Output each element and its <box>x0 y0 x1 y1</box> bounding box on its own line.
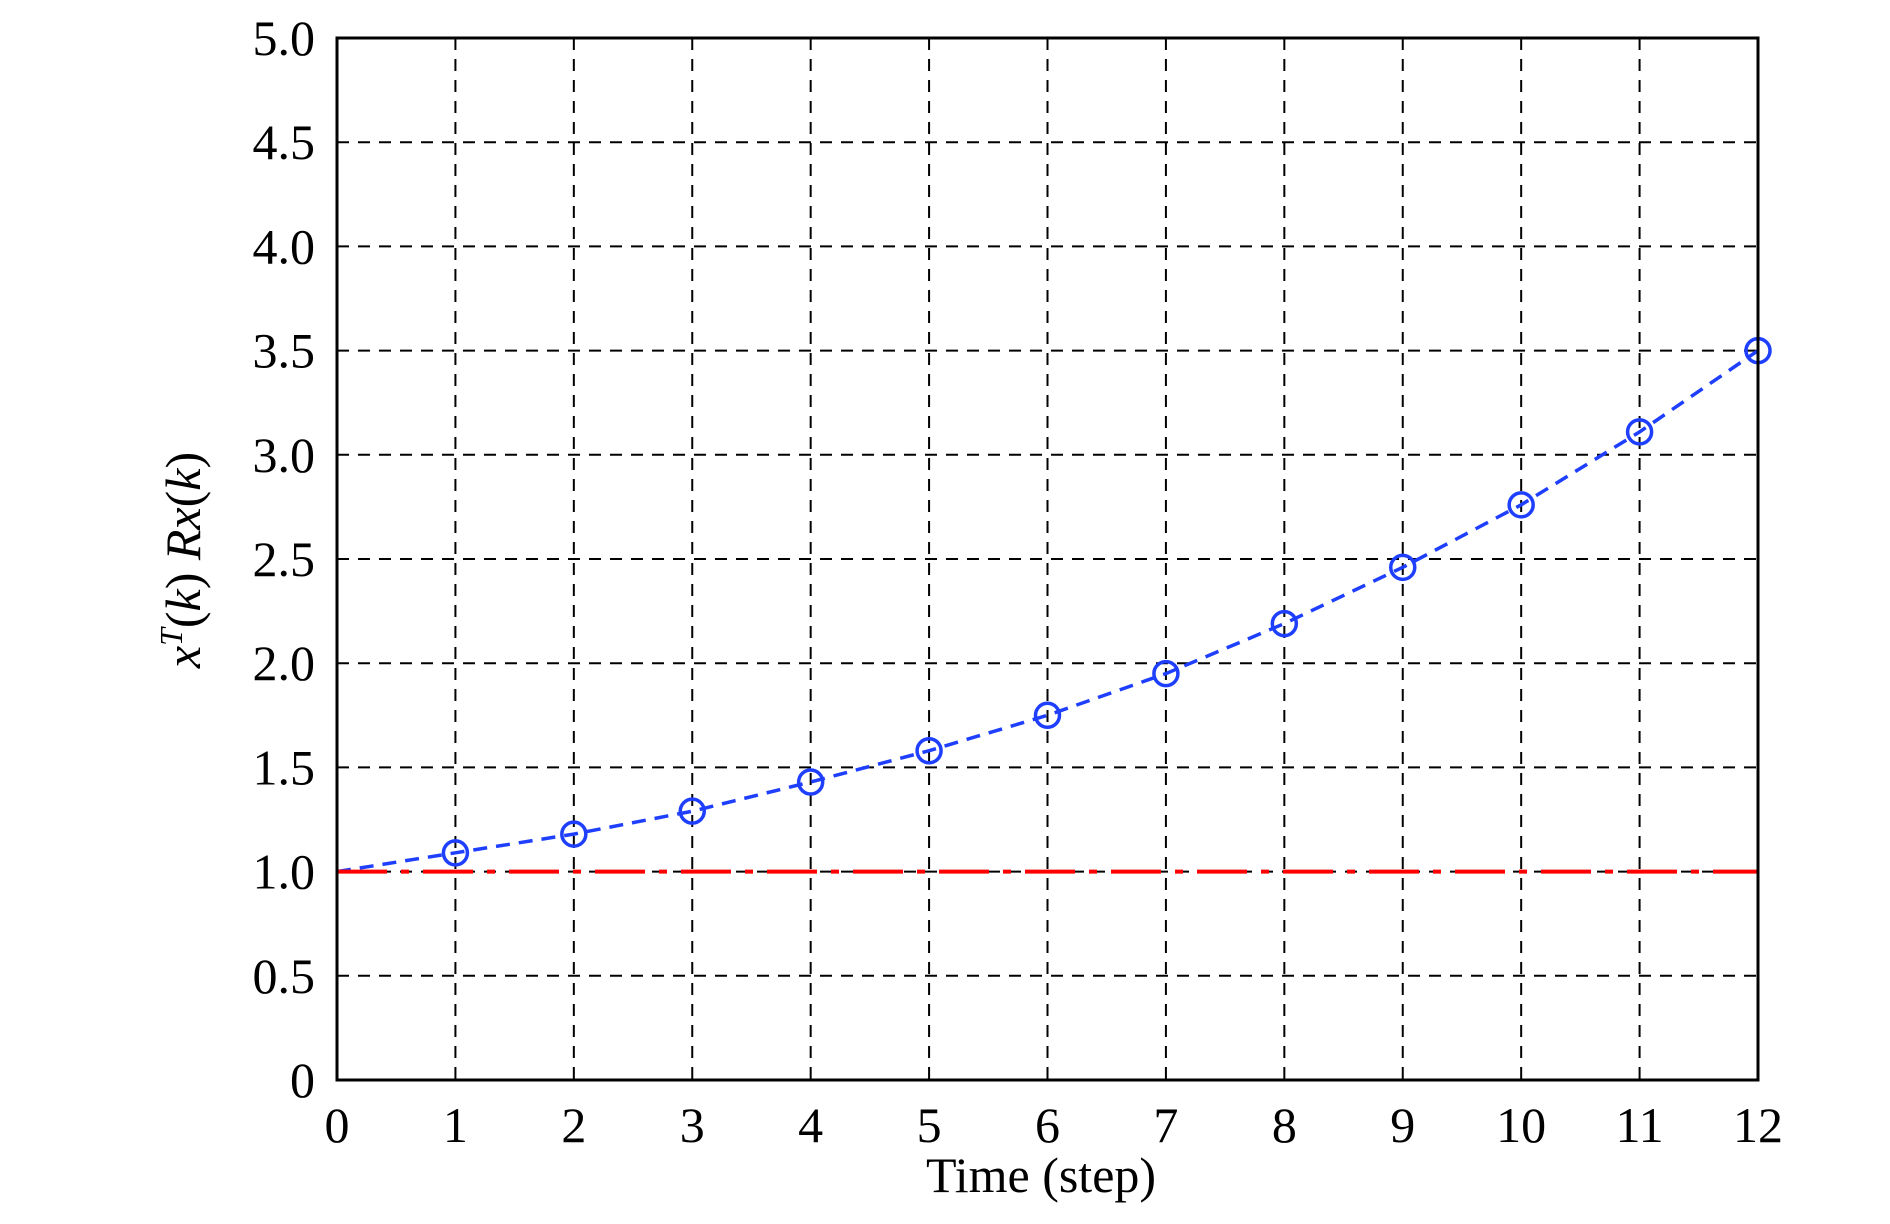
data-point-marker <box>1625 418 1654 446</box>
x-tick-label: 7 <box>1153 1097 1178 1153</box>
x-tick-labels: 0 1 2 3 4 5 6 7 8 9 10 11 12 <box>325 1097 1784 1153</box>
y-tick-label: 5.0 <box>253 10 316 66</box>
y-tick-label: 2.0 <box>253 635 316 691</box>
y-tick-label: 3.5 <box>253 323 316 379</box>
data-point-marker <box>1507 491 1535 519</box>
y-tick-label: 1.5 <box>253 739 316 795</box>
x-tick-label: 6 <box>1035 1097 1060 1153</box>
data-point-marker <box>678 797 706 825</box>
data-point-marker <box>796 768 825 796</box>
y-title-superscript: T <box>153 626 189 646</box>
x-axis-title: Time (step) <box>926 1147 1156 1203</box>
y-title-k1: k <box>155 588 211 611</box>
y-tick-labels: 0 0.5 1.0 1.5 2.0 2.5 3.0 3.5 4.0 4.5 5.0 <box>253 10 316 1108</box>
y-tick-label: 4.5 <box>253 114 316 170</box>
y-tick-label: 0.5 <box>253 948 316 1004</box>
y-tick-label: 2.5 <box>253 531 316 587</box>
data-point-marker <box>560 820 588 848</box>
y-tick-label: 0 <box>290 1052 315 1108</box>
data-point-marker <box>1152 659 1180 688</box>
x-tick-label: 0 <box>325 1097 350 1153</box>
x-tick-label: 1 <box>443 1097 468 1153</box>
y-tick-label: 4.0 <box>253 218 316 274</box>
x-tick-label: 8 <box>1272 1097 1297 1153</box>
y-title-paren-close-2: ) <box>155 452 211 469</box>
x-tick-label: 3 <box>680 1097 705 1153</box>
y-tick-label: 1.0 <box>253 844 316 900</box>
series-layer <box>336 336 1772 874</box>
data-point-marker <box>441 839 470 867</box>
x-tick-label: 9 <box>1390 1097 1415 1153</box>
x-tick-label: 10 <box>1496 1097 1546 1153</box>
plot-frame <box>335 36 1760 1082</box>
y-axis-title: xT(k) Rx(k) <box>153 452 211 669</box>
data-point-marker <box>1270 609 1299 638</box>
x-tick-label: 2 <box>561 1097 586 1153</box>
data-point-marker <box>1033 701 1062 730</box>
y-title-base: x <box>155 646 211 669</box>
y-title-k2: k <box>155 468 211 491</box>
x-tick-label: 11 <box>1616 1097 1664 1153</box>
x-tick-label: 5 <box>917 1097 942 1153</box>
y-title-paren-close: ) <box>155 560 211 589</box>
x-tick-label: 4 <box>798 1097 823 1153</box>
x-tick-label: 12 <box>1733 1097 1783 1153</box>
y-title-rx: Rx <box>155 507 211 561</box>
y-title-paren-open-2: ( <box>155 491 211 508</box>
grid-lines <box>337 38 1758 1080</box>
y-tick-label: 3.0 <box>253 427 316 483</box>
series-line <box>336 349 1759 874</box>
data-point-marker <box>1389 553 1417 582</box>
data-point-marker <box>915 736 943 765</box>
y-title-paren-open: ( <box>155 611 211 628</box>
